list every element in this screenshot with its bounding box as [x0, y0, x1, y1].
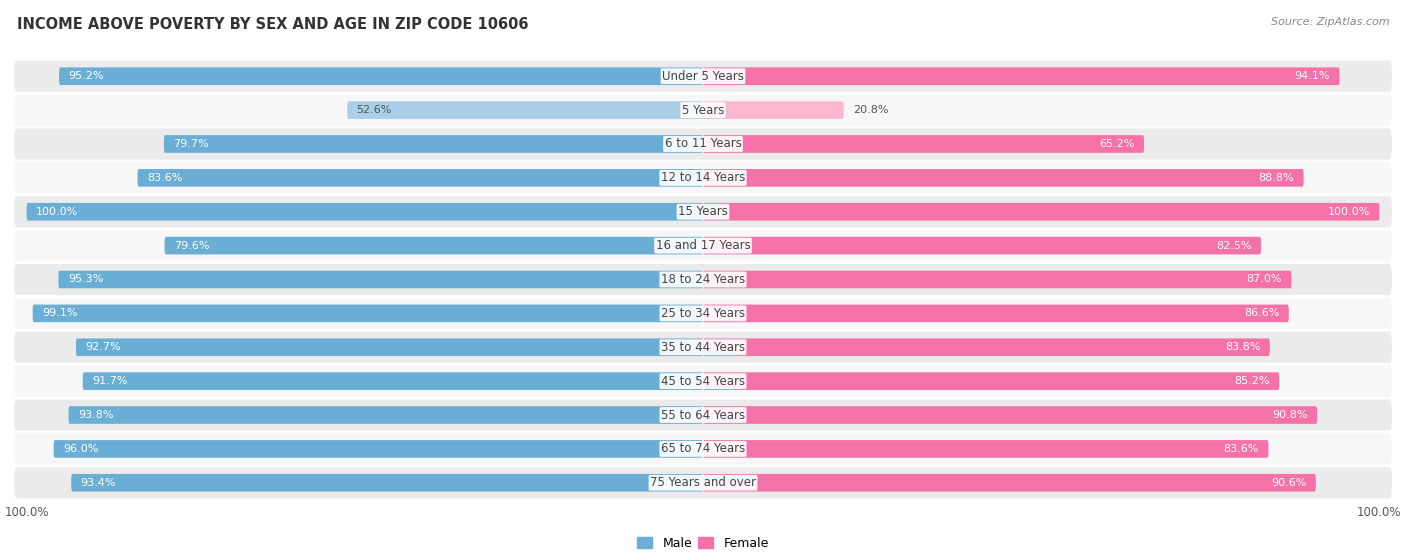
Text: 45 to 54 Years: 45 to 54 Years: [661, 375, 745, 387]
FancyBboxPatch shape: [138, 169, 703, 187]
FancyBboxPatch shape: [14, 60, 1392, 92]
Text: Source: ZipAtlas.com: Source: ZipAtlas.com: [1271, 17, 1389, 27]
Legend: Male, Female: Male, Female: [633, 532, 773, 555]
FancyBboxPatch shape: [27, 203, 703, 221]
Text: 52.6%: 52.6%: [357, 105, 392, 115]
FancyBboxPatch shape: [14, 162, 1392, 193]
Text: 88.8%: 88.8%: [1258, 173, 1295, 183]
Text: 93.4%: 93.4%: [80, 478, 117, 488]
FancyBboxPatch shape: [703, 237, 1261, 254]
Text: 96.0%: 96.0%: [63, 444, 98, 454]
FancyBboxPatch shape: [703, 372, 1279, 390]
Text: 75 Years and over: 75 Years and over: [650, 476, 756, 489]
Text: 25 to 34 Years: 25 to 34 Years: [661, 307, 745, 320]
Text: 95.2%: 95.2%: [69, 71, 104, 81]
FancyBboxPatch shape: [14, 230, 1392, 261]
Text: 35 to 44 Years: 35 to 44 Years: [661, 341, 745, 354]
FancyBboxPatch shape: [703, 305, 1289, 322]
FancyBboxPatch shape: [72, 474, 703, 491]
FancyBboxPatch shape: [165, 135, 703, 153]
Text: 83.6%: 83.6%: [146, 173, 183, 183]
Text: 100.0%: 100.0%: [37, 207, 79, 217]
FancyBboxPatch shape: [32, 305, 703, 322]
FancyBboxPatch shape: [76, 338, 703, 356]
FancyBboxPatch shape: [703, 271, 1292, 288]
FancyBboxPatch shape: [165, 237, 703, 254]
FancyBboxPatch shape: [14, 298, 1392, 329]
Text: 92.7%: 92.7%: [86, 342, 121, 352]
FancyBboxPatch shape: [14, 467, 1392, 499]
Text: 83.8%: 83.8%: [1225, 342, 1260, 352]
Text: 20.8%: 20.8%: [853, 105, 889, 115]
FancyBboxPatch shape: [14, 264, 1392, 295]
FancyBboxPatch shape: [14, 331, 1392, 363]
Text: 65.2%: 65.2%: [1099, 139, 1135, 149]
Text: 82.5%: 82.5%: [1216, 240, 1251, 250]
Text: 79.6%: 79.6%: [174, 240, 209, 250]
FancyBboxPatch shape: [703, 338, 1270, 356]
FancyBboxPatch shape: [14, 94, 1392, 126]
FancyBboxPatch shape: [703, 474, 1316, 491]
FancyBboxPatch shape: [59, 271, 703, 288]
Text: 16 and 17 Years: 16 and 17 Years: [655, 239, 751, 252]
FancyBboxPatch shape: [703, 101, 844, 119]
Text: 6 to 11 Years: 6 to 11 Years: [665, 138, 741, 150]
Text: 90.8%: 90.8%: [1272, 410, 1308, 420]
FancyBboxPatch shape: [703, 68, 1340, 85]
Text: 79.7%: 79.7%: [173, 139, 209, 149]
Text: 99.1%: 99.1%: [42, 309, 77, 319]
Text: 93.8%: 93.8%: [77, 410, 114, 420]
FancyBboxPatch shape: [83, 372, 703, 390]
FancyBboxPatch shape: [703, 440, 1268, 458]
Text: 12 to 14 Years: 12 to 14 Years: [661, 172, 745, 184]
FancyBboxPatch shape: [59, 68, 703, 85]
Text: 87.0%: 87.0%: [1247, 274, 1282, 285]
FancyBboxPatch shape: [53, 440, 703, 458]
Text: Under 5 Years: Under 5 Years: [662, 70, 744, 83]
Text: 95.3%: 95.3%: [67, 274, 103, 285]
FancyBboxPatch shape: [703, 203, 1379, 221]
FancyBboxPatch shape: [14, 433, 1392, 465]
FancyBboxPatch shape: [69, 406, 703, 424]
Text: 85.2%: 85.2%: [1234, 376, 1270, 386]
Text: 86.6%: 86.6%: [1244, 309, 1279, 319]
FancyBboxPatch shape: [14, 196, 1392, 228]
Text: 18 to 24 Years: 18 to 24 Years: [661, 273, 745, 286]
FancyBboxPatch shape: [347, 101, 703, 119]
FancyBboxPatch shape: [14, 366, 1392, 397]
Text: 65 to 74 Years: 65 to 74 Years: [661, 442, 745, 456]
Text: 83.6%: 83.6%: [1223, 444, 1260, 454]
Text: 5 Years: 5 Years: [682, 103, 724, 117]
Text: 15 Years: 15 Years: [678, 205, 728, 218]
Text: 100.0%: 100.0%: [1327, 207, 1369, 217]
Text: 91.7%: 91.7%: [93, 376, 128, 386]
Text: INCOME ABOVE POVERTY BY SEX AND AGE IN ZIP CODE 10606: INCOME ABOVE POVERTY BY SEX AND AGE IN Z…: [17, 17, 529, 32]
Text: 90.6%: 90.6%: [1271, 478, 1306, 488]
FancyBboxPatch shape: [14, 400, 1392, 430]
FancyBboxPatch shape: [703, 135, 1144, 153]
FancyBboxPatch shape: [703, 406, 1317, 424]
FancyBboxPatch shape: [703, 169, 1303, 187]
Text: 94.1%: 94.1%: [1295, 71, 1330, 81]
FancyBboxPatch shape: [14, 129, 1392, 159]
Text: 55 to 64 Years: 55 to 64 Years: [661, 409, 745, 421]
